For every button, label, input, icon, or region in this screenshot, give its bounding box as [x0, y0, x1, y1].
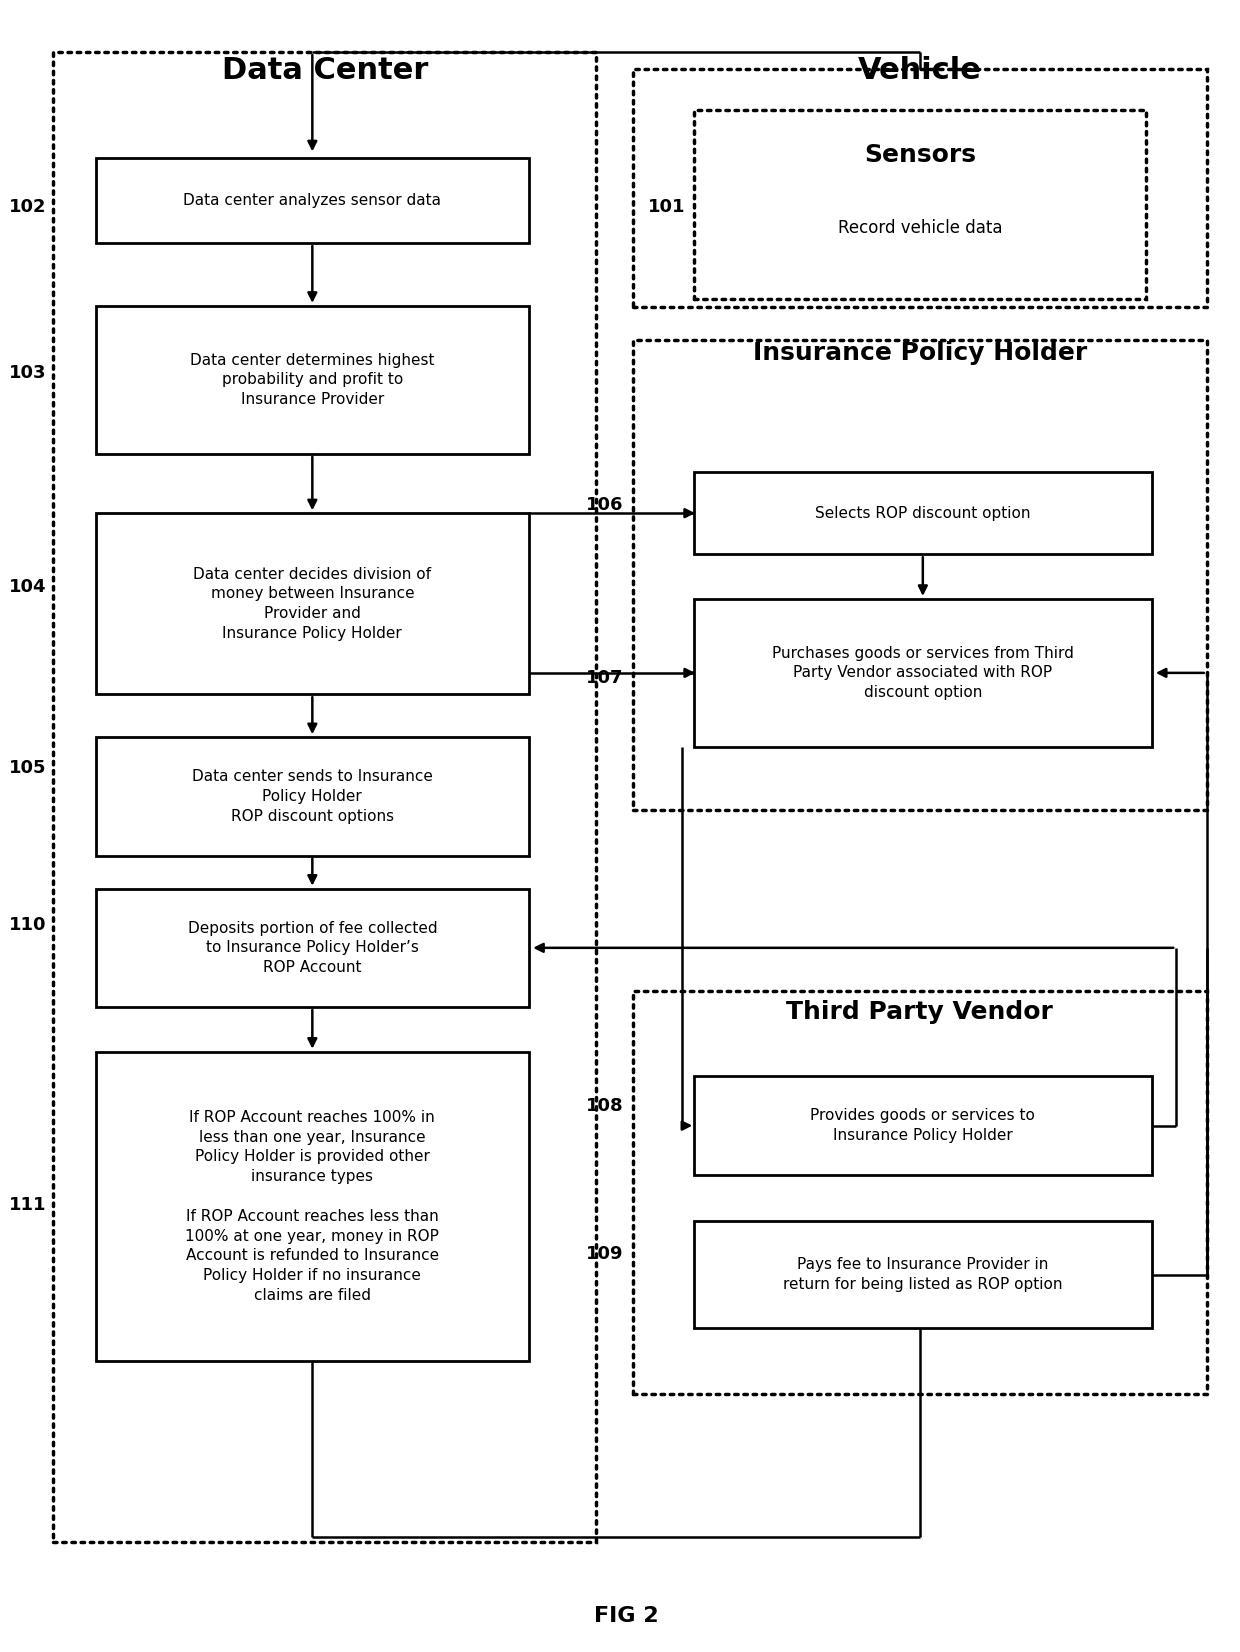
Text: If ROP Account reaches 100% in
less than one year, Insurance
Policy Holder is pr: If ROP Account reaches 100% in less than… [186, 1110, 439, 1303]
Polygon shape [95, 737, 529, 856]
Polygon shape [694, 598, 1152, 747]
Text: 101: 101 [647, 198, 686, 216]
Text: 109: 109 [585, 1246, 622, 1264]
Text: 110: 110 [9, 915, 47, 933]
Polygon shape [95, 1052, 529, 1361]
Text: Data center sends to Insurance
Policy Holder
ROP discount options: Data center sends to Insurance Policy Ho… [192, 770, 433, 824]
Text: 104: 104 [9, 578, 47, 596]
Text: 102: 102 [9, 198, 47, 216]
Polygon shape [694, 472, 1152, 555]
Polygon shape [694, 1221, 1152, 1328]
Polygon shape [95, 514, 529, 694]
Text: Sensors: Sensors [864, 144, 976, 167]
Text: 106: 106 [585, 496, 622, 514]
Polygon shape [95, 889, 529, 1008]
Text: Deposits portion of fee collected
to Insurance Policy Holder’s
ROP Account: Deposits portion of fee collected to Ins… [187, 920, 438, 975]
Polygon shape [95, 306, 529, 454]
Text: 105: 105 [9, 760, 47, 778]
Text: 108: 108 [585, 1097, 622, 1115]
Text: 103: 103 [9, 363, 47, 382]
Text: Pays fee to Insurance Provider in
return for being listed as ROP option: Pays fee to Insurance Provider in return… [784, 1257, 1063, 1292]
Polygon shape [95, 157, 529, 243]
Text: Data center decides division of
money between Insurance
Provider and
Insurance P: Data center decides division of money be… [193, 567, 432, 641]
Text: Vehicle: Vehicle [858, 56, 982, 86]
Text: Purchases goods or services from Third
Party Vendor associated with ROP
discount: Purchases goods or services from Third P… [771, 646, 1074, 700]
Text: 107: 107 [585, 669, 622, 687]
Text: Data center analyzes sensor data: Data center analyzes sensor data [184, 193, 441, 208]
Text: Data Center: Data Center [222, 56, 428, 86]
Text: FIG 2: FIG 2 [594, 1606, 658, 1626]
Text: 111: 111 [9, 1196, 47, 1214]
Text: Third Party Vendor: Third Party Vendor [786, 999, 1053, 1024]
Polygon shape [694, 1075, 1152, 1175]
Text: Data center determines highest
probability and profit to
Insurance Provider: Data center determines highest probabili… [190, 352, 434, 406]
Text: Insurance Policy Holder: Insurance Policy Holder [753, 340, 1087, 365]
Text: Selects ROP discount option: Selects ROP discount option [815, 506, 1030, 520]
Text: Record vehicle data: Record vehicle data [837, 218, 1002, 236]
Text: Provides goods or services to
Insurance Policy Holder: Provides goods or services to Insurance … [811, 1108, 1035, 1143]
